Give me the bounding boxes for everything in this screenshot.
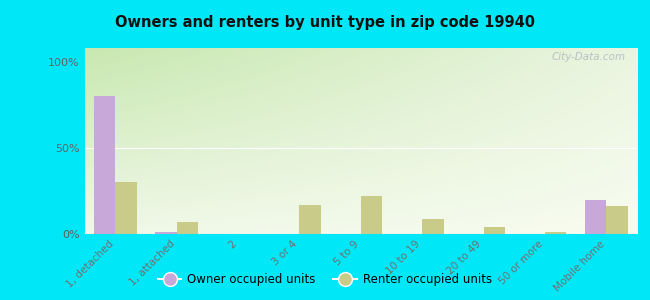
Bar (300, 205, 321, 234)
Bar (484, 227, 505, 234)
Bar (177, 222, 198, 234)
Text: City-Data.com: City-Data.com (552, 52, 626, 62)
Bar (585, 200, 606, 234)
Bar (545, 232, 566, 234)
Bar (115, 182, 136, 234)
Text: Owners and renters by unit type in zip code 19940: Owners and renters by unit type in zip c… (115, 15, 535, 30)
Legend: Owner occupied units, Renter occupied units: Owner occupied units, Renter occupied un… (153, 269, 497, 291)
Bar (361, 196, 382, 234)
Bar (422, 218, 443, 234)
Bar (606, 206, 628, 234)
Bar (94, 96, 115, 234)
Bar (155, 232, 177, 234)
